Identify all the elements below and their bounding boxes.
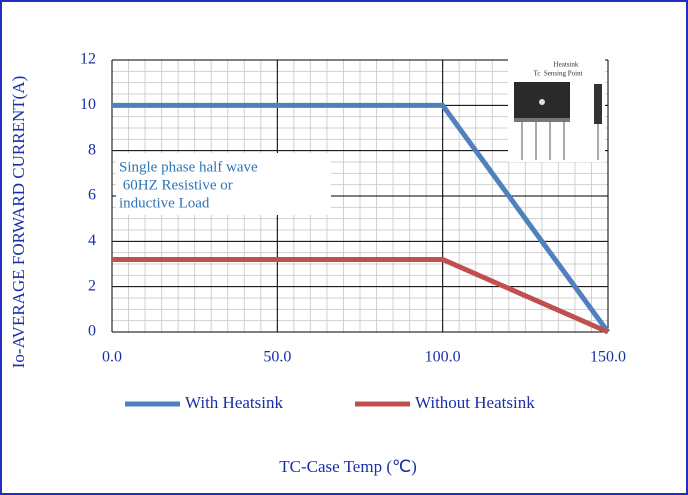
- marks: [112, 102, 611, 335]
- y-tick-label: 6: [88, 187, 96, 204]
- legend-label: With Heatsink: [185, 393, 283, 412]
- inset-hole: [539, 99, 545, 105]
- annotation: inductive Load: [119, 195, 210, 211]
- series-line: [112, 102, 611, 334]
- legend-label: Without Heatsink: [415, 393, 535, 412]
- x-axis-label: TC-Case Temp (℃): [279, 457, 417, 476]
- annotation-box: [116, 153, 331, 215]
- inset-leads: [521, 122, 599, 160]
- y-tick-label: 10: [80, 96, 96, 113]
- x-tick-label: 50.0: [263, 349, 291, 366]
- y-axis-label: Io-AVERAGE FORWARD CURRENT(A): [9, 76, 28, 368]
- y-tick-label: 12: [80, 51, 96, 68]
- y-tick-label: 4: [88, 232, 96, 249]
- y-tick-label: 8: [88, 141, 96, 158]
- series-line: [112, 256, 610, 335]
- x-tick-label: 100.0: [425, 349, 461, 366]
- inset-part: [514, 118, 570, 122]
- x-tick-label: 150.0: [590, 349, 626, 366]
- inset-side: [594, 84, 602, 124]
- annotation: 60HZ Resistive or: [119, 177, 233, 193]
- inset-label: Heatsink: [554, 61, 579, 69]
- y-tick-label: 0: [88, 323, 96, 340]
- inset-image: Heatsink Tc Sensing Point: [508, 56, 605, 162]
- annotation: Single phase half wave: [119, 159, 258, 175]
- y-tick-label: 2: [88, 277, 96, 294]
- inset-label: Tc Sensing Point: [533, 70, 582, 78]
- x-tick-label: 0.0: [102, 349, 122, 366]
